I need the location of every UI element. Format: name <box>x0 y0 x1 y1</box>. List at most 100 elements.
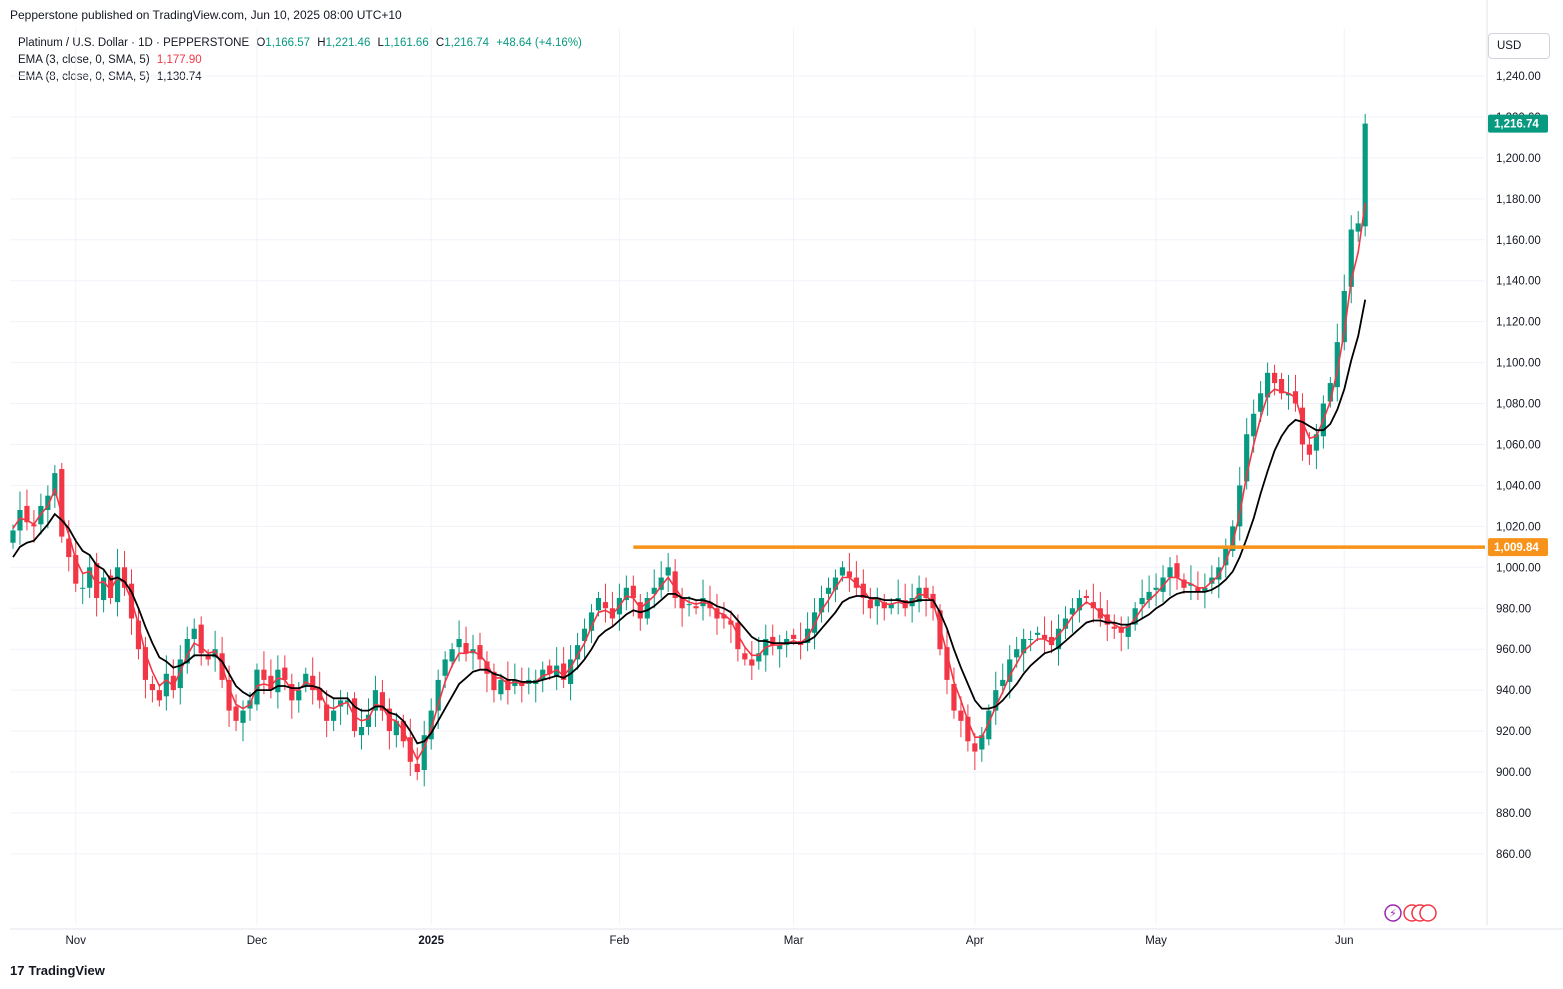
last-price-badge: 1,216.74 <box>1488 114 1548 133</box>
legend-ema3-value: 1,177.90 <box>156 54 202 66</box>
candle-67 <box>477 632 483 670</box>
dividend-flag-icon[interactable] <box>1384 904 1402 922</box>
candle-168 <box>1181 573 1187 594</box>
candle-96 <box>679 587 685 627</box>
candle-105 <box>742 647 748 666</box>
candle-190 <box>1334 323 1340 402</box>
ytick-4: 940.00 <box>1496 685 1531 697</box>
candle-121 <box>853 561 859 596</box>
candle-98 <box>693 600 699 615</box>
candle-91 <box>644 591 650 625</box>
candle-139 <box>979 726 985 762</box>
candle-114 <box>804 612 811 652</box>
candle-111 <box>784 630 790 658</box>
candle-59 <box>421 720 427 787</box>
candle-55 <box>393 712 399 748</box>
tradingview-logo-icon: 17 <box>10 963 25 978</box>
candle-7 <box>59 462 65 543</box>
candle-175 <box>1230 520 1236 558</box>
candle-146 <box>1028 630 1034 652</box>
ytick-12: 1,100.00 <box>1496 358 1541 370</box>
ytick-7: 1,000.00 <box>1496 562 1541 574</box>
candle-109 <box>770 624 776 656</box>
candle-47 <box>337 690 344 725</box>
legend-low-value: 1,161.66 <box>383 37 429 49</box>
candle-191 <box>1341 274 1347 351</box>
candle-120 <box>846 552 852 592</box>
candlestick-series <box>10 113 1368 787</box>
candle-32 <box>233 694 239 732</box>
candle-173 <box>1216 557 1222 599</box>
candle-151 <box>1062 606 1069 639</box>
candle-118 <box>832 569 839 603</box>
legend-ema3-row[interactable]: EMA (3, close, 0, SMA, 5) 1,177.90 <box>18 52 582 69</box>
published-caption: Pepperstone published on TradingView.com… <box>10 8 402 22</box>
candle-46 <box>331 698 337 732</box>
candle-73 <box>519 667 525 703</box>
candle-155 <box>1090 583 1096 623</box>
candle-185 <box>1299 393 1306 461</box>
candle-162 <box>1139 579 1145 619</box>
candle-93 <box>658 561 664 599</box>
candle-69 <box>491 663 497 703</box>
candle-88 <box>623 575 629 611</box>
candle-0 <box>10 524 16 549</box>
tradingview-brand[interactable]: 17 TradingView <box>10 963 105 978</box>
candle-166 <box>1167 557 1173 596</box>
event-flags[interactable]: ⚡ <box>1384 903 1444 925</box>
ytick-14: 1,140.00 <box>1496 276 1541 288</box>
ytick-6: 980.00 <box>1496 603 1531 615</box>
candle-53 <box>379 679 386 721</box>
legend-ema8-row[interactable]: EMA (8, close, 0, SMA, 5) 1,130.74 <box>18 69 582 86</box>
resistance-badge: 1,009.84 <box>1488 538 1548 557</box>
candle-77 <box>547 659 553 680</box>
candle-160 <box>1125 616 1131 650</box>
candle-125 <box>881 593 887 621</box>
legend-ema3-label: EMA (3, close, 0, SMA, 5) <box>18 54 150 66</box>
candle-128 <box>902 583 908 617</box>
candle-194 <box>1362 113 1368 237</box>
time-axis: Nov Dec 2025 Feb Mar Apr May Jun <box>10 928 1563 947</box>
candle-37 <box>268 659 274 699</box>
xtick-2: 2025 <box>418 935 444 947</box>
candle-127 <box>895 579 901 615</box>
candle-141 <box>993 671 999 725</box>
legend-close-label: C <box>435 37 445 49</box>
candle-106 <box>749 641 755 680</box>
candle-86 <box>609 591 616 627</box>
ytick-16: 1,180.00 <box>1496 194 1541 206</box>
candle-187 <box>1313 424 1319 470</box>
candle-142 <box>1000 663 1006 695</box>
candle-72 <box>512 663 518 695</box>
candle-138 <box>972 733 978 770</box>
candle-164 <box>1153 573 1159 607</box>
candle-180 <box>1265 362 1271 416</box>
candle-3 <box>31 509 37 543</box>
candle-123 <box>867 587 873 619</box>
xtick-0: Nov <box>66 935 87 947</box>
candle-82 <box>581 618 588 660</box>
candle-169 <box>1188 565 1194 601</box>
candle-153 <box>1076 589 1083 623</box>
candle-11 <box>87 555 93 599</box>
candle-163 <box>1146 575 1152 609</box>
candle-174 <box>1223 538 1229 578</box>
ytick-1: 880.00 <box>1496 808 1531 820</box>
candle-36 <box>261 651 267 695</box>
us-flag-icon-3[interactable] <box>1419 904 1437 922</box>
candle-135 <box>951 667 957 719</box>
candle-16 <box>121 550 128 596</box>
ytick-10: 1,060.00 <box>1496 439 1541 451</box>
legend-high-value: 1,221.46 <box>325 37 371 49</box>
currency-selector[interactable]: USD <box>1488 33 1550 59</box>
legend-high-label: H <box>317 37 326 49</box>
candle-149 <box>1048 620 1055 654</box>
candle-101 <box>714 593 720 635</box>
ytick-3: 920.00 <box>1496 726 1531 738</box>
candle-103 <box>728 610 734 644</box>
price-axis: 860.00 880.00 900.00 920.00 940.00 960.00 980.… <box>1486 0 1541 925</box>
candle-143 <box>1007 645 1013 699</box>
candle-49 <box>351 692 358 738</box>
candle-9 <box>73 538 79 592</box>
